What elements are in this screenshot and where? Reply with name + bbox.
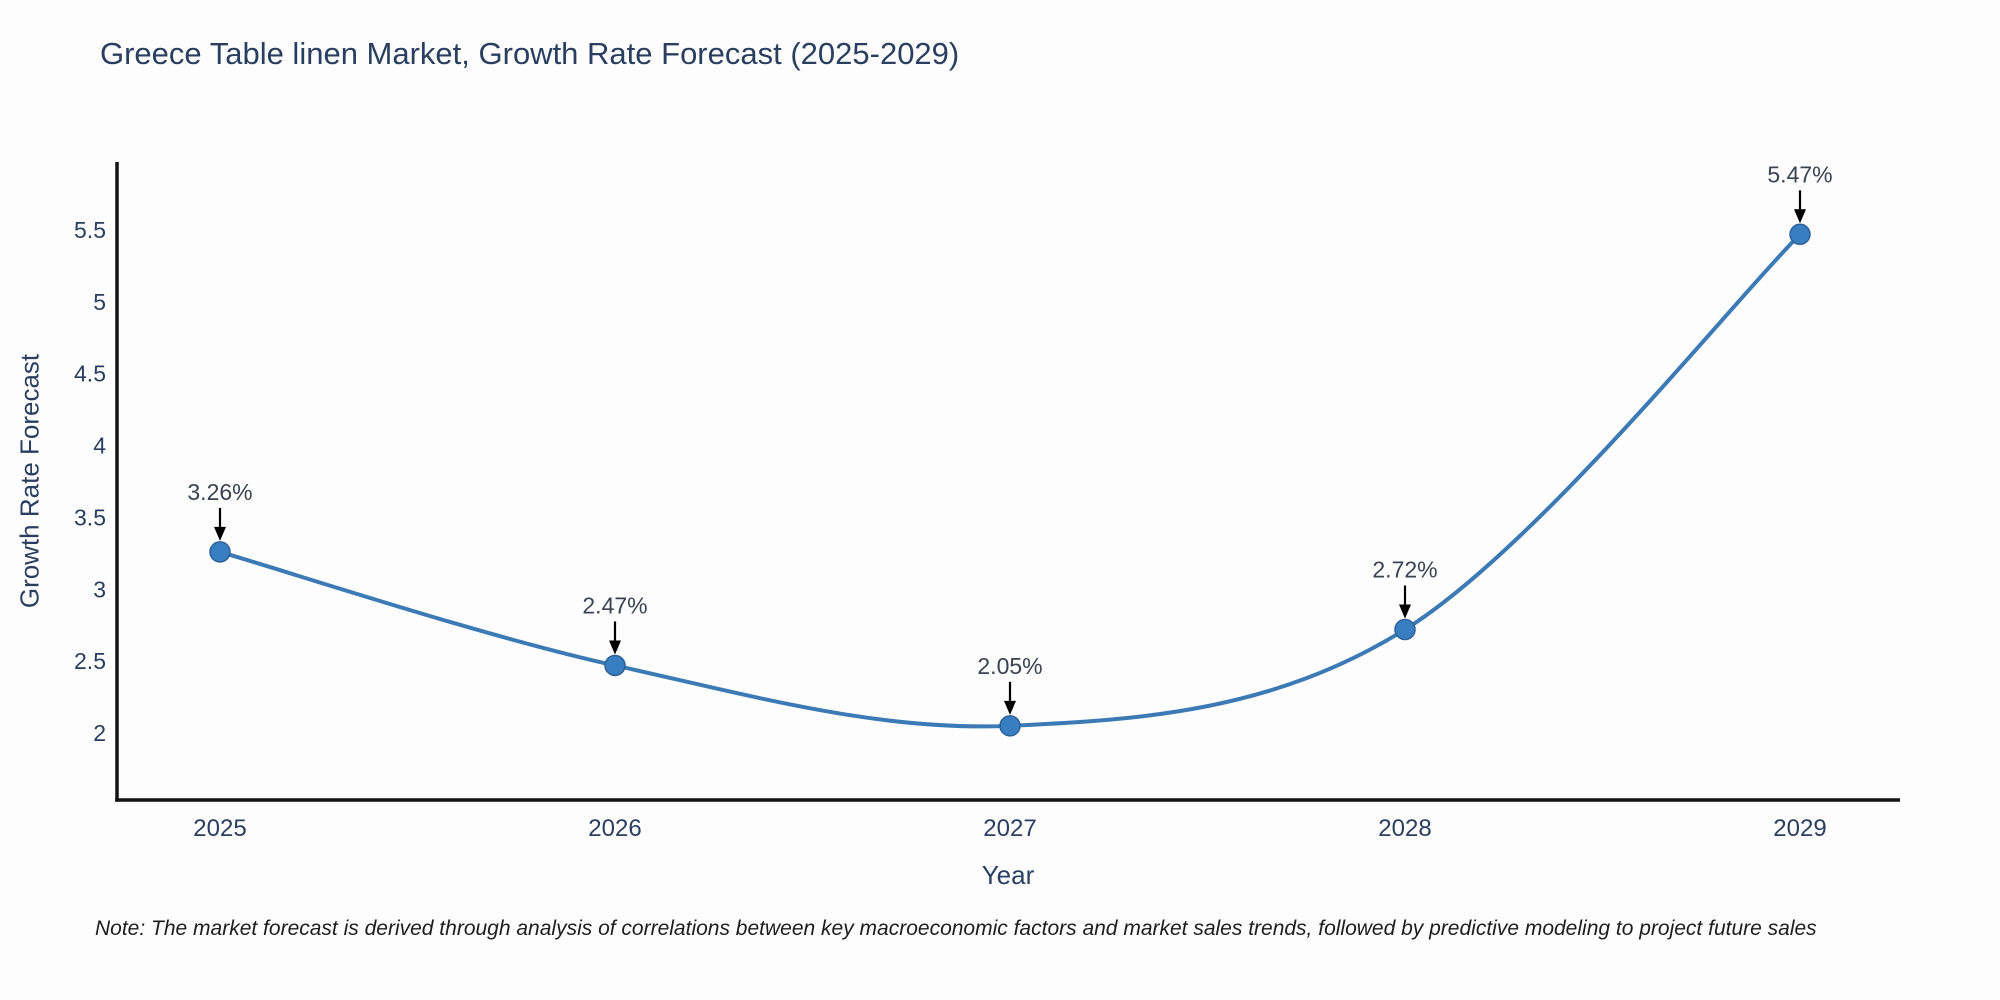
data-point-marker[interactable]: [1394, 618, 1416, 641]
y-tick-label: 2.5: [74, 648, 106, 674]
x-axis-title: Year: [981, 860, 1035, 890]
data-point-marker[interactable]: [604, 654, 626, 677]
annotation-arrowhead-icon: [1399, 604, 1411, 619]
data-point-label: 3.26%: [187, 479, 252, 505]
y-tick-label: 5: [93, 289, 106, 315]
data-point-label: 2.05%: [977, 653, 1042, 679]
x-tick-label: 2026: [588, 815, 641, 842]
y-axis-title: Growth Rate Forecast: [14, 353, 45, 609]
y-tick-label: 5.5: [74, 217, 106, 243]
y-tick-label: 3.5: [74, 504, 106, 530]
data-point-label: 2.72%: [1372, 557, 1437, 583]
data-point-marker[interactable]: [1789, 223, 1811, 246]
x-tick-label: 2027: [983, 815, 1036, 842]
x-tick-label: 2029: [1773, 815, 1826, 842]
y-tick-label: 3: [93, 576, 106, 602]
data-point-marker[interactable]: [999, 715, 1021, 737]
annotation-arrowhead-icon: [1794, 209, 1806, 224]
y-tick-label: 2: [93, 720, 106, 746]
annotation-arrowhead-icon: [1004, 700, 1016, 715]
chart-title: Greece Table linen Market, Growth Rate F…: [100, 36, 960, 71]
annotation-arrowhead-icon: [609, 640, 621, 655]
annotation-arrowhead-icon: [214, 526, 226, 541]
data-point-label: 5.47%: [1767, 161, 1832, 187]
x-tick-label: 2028: [1378, 815, 1431, 842]
data-point-marker[interactable]: [209, 541, 231, 563]
x-tick-label: 2025: [193, 815, 246, 842]
y-tick-label: 4: [93, 433, 106, 459]
y-tick-label: 4.5: [74, 361, 106, 387]
footnote: Note: The market forecast is derived thr…: [95, 917, 1817, 940]
data-point-label: 2.47%: [582, 592, 647, 618]
